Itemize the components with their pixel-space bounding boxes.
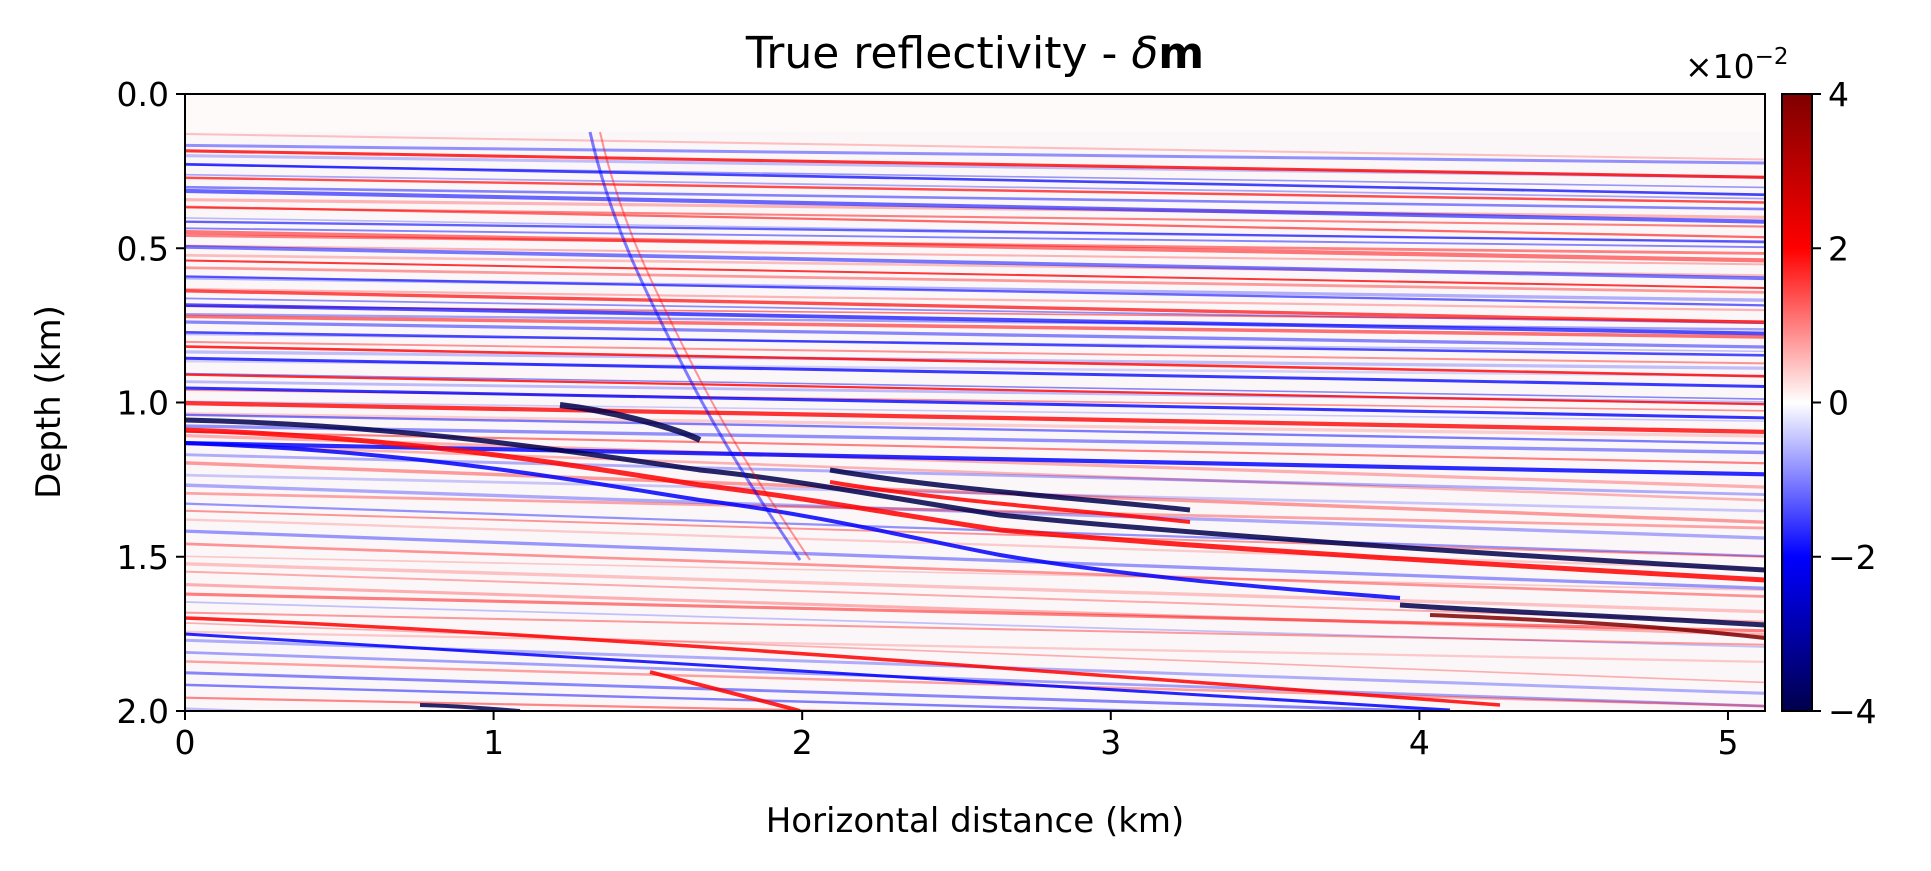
colorbar-scale-label: ×10−2 [1685,44,1789,86]
y-axis-label: Depth (km) [29,305,69,499]
x-tick-label: 2 [792,723,813,762]
y-axis: 0.0 0.5 1.0 1.5 2.0 [117,75,185,731]
colorbar-tick-label: 0 [1828,384,1849,423]
x-tick-label: 0 [175,723,196,762]
y-tick-label: 1.0 [117,384,169,423]
x-tick-label: 4 [1409,723,1430,762]
heatmap-image [185,94,1765,711]
y-tick-label: 0.0 [117,75,169,114]
colorbar-gradient [1781,93,1813,712]
y-tick-label: 1.5 [117,538,169,577]
x-axis-label: Horizontal distance (km) [766,801,1185,841]
x-axis: 0 1 2 3 4 5 [175,711,1738,762]
colorbar-tick-label: −2 [1828,538,1877,577]
x-tick-label: 3 [1100,723,1121,762]
y-tick-label: 0.5 [117,229,169,268]
colorbar-tick-label: 4 [1828,75,1849,114]
x-tick-label: 1 [483,723,504,762]
colorbar: 4 2 0 −2 −4 ×10−2 [1685,44,1877,731]
x-tick-label: 5 [1717,723,1738,762]
chart-title: True reflectivity - δm [745,28,1204,79]
colorbar-tick-label: 2 [1828,229,1849,268]
colorbar-tick-label: −4 [1828,692,1877,731]
y-tick-label: 2.0 [117,692,169,731]
